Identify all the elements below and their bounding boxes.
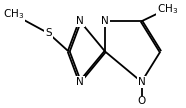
Text: N: N <box>138 77 145 87</box>
Text: N: N <box>76 77 84 87</box>
Text: S: S <box>45 28 52 38</box>
Text: CH$_3$: CH$_3$ <box>157 2 178 16</box>
Text: O: O <box>137 96 146 106</box>
Text: N: N <box>76 16 84 26</box>
Text: N: N <box>101 16 109 26</box>
Text: CH$_3$: CH$_3$ <box>3 8 24 21</box>
